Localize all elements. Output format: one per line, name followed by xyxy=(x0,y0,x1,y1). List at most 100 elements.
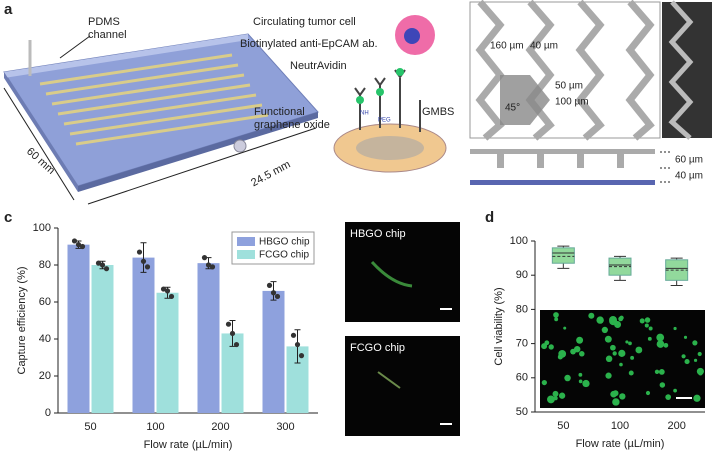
panel-label: a xyxy=(4,1,13,18)
cell xyxy=(645,390,651,396)
error-bar xyxy=(140,242,147,273)
bar xyxy=(156,292,179,413)
annotation: GMBS xyxy=(422,106,454,118)
x-tick-label: 200 xyxy=(211,421,229,433)
data-point xyxy=(136,249,143,255)
cell xyxy=(605,355,613,363)
data-point xyxy=(75,242,82,248)
cell xyxy=(558,392,566,399)
data-point xyxy=(164,288,171,294)
cell xyxy=(665,394,672,401)
data-point xyxy=(95,260,102,266)
cell xyxy=(609,316,617,324)
panel-label: c xyxy=(4,209,12,226)
y-tick-label: 60 xyxy=(39,296,51,308)
chip-illustration xyxy=(3,15,447,205)
cell xyxy=(647,336,652,341)
whisker xyxy=(614,275,626,281)
annotation: NeutrAvidin xyxy=(290,60,347,72)
dimension: 60 µm xyxy=(675,155,703,166)
cell xyxy=(554,317,559,322)
cell xyxy=(635,346,643,354)
cell xyxy=(553,396,558,401)
x-tick-label: 100 xyxy=(146,421,164,433)
dimension: 40 µm xyxy=(530,41,558,52)
x-tick-label: 50 xyxy=(84,421,96,433)
cell xyxy=(612,398,620,406)
data-point xyxy=(225,321,232,327)
x-tick-label: 300 xyxy=(276,421,294,433)
cell xyxy=(578,372,583,377)
data-point xyxy=(160,286,167,292)
y-tick-label: 0 xyxy=(45,407,51,419)
data-point xyxy=(270,290,277,296)
bar xyxy=(286,346,309,413)
annotation: PDMS xyxy=(88,16,120,28)
cell xyxy=(610,344,616,351)
data-point xyxy=(209,264,216,270)
cell xyxy=(552,390,559,397)
cell xyxy=(693,358,698,362)
data-point xyxy=(168,293,175,300)
cell xyxy=(547,395,555,404)
data-point xyxy=(298,353,305,359)
dimension: 100 µm xyxy=(555,97,589,108)
cell xyxy=(619,362,623,367)
cell xyxy=(604,335,612,343)
x-axis-title: Flow rate (µL/min) xyxy=(576,438,665,450)
cell xyxy=(628,370,634,376)
cell xyxy=(588,312,595,319)
cell xyxy=(601,326,608,334)
bar xyxy=(262,290,285,413)
cell xyxy=(610,390,617,398)
data-point xyxy=(99,262,106,268)
cell xyxy=(628,341,632,346)
bar xyxy=(197,263,220,413)
cell xyxy=(619,393,626,400)
cell xyxy=(612,351,617,356)
cell xyxy=(578,379,583,384)
cell xyxy=(693,394,701,402)
panel-label: d xyxy=(485,209,494,226)
data-point xyxy=(71,238,78,244)
data-point xyxy=(294,341,301,348)
cell xyxy=(563,326,567,330)
cell xyxy=(614,321,622,328)
legend-swatch xyxy=(237,237,255,246)
cell xyxy=(573,345,581,353)
cell xyxy=(648,326,653,331)
y-tick-label: 60 xyxy=(516,372,528,384)
y-tick-label: 100 xyxy=(510,235,528,247)
bar xyxy=(221,333,244,413)
cell xyxy=(684,359,690,365)
cell xyxy=(681,354,686,359)
cell xyxy=(683,335,688,339)
y-tick-label: 80 xyxy=(516,303,528,315)
data-point xyxy=(266,282,273,288)
cell xyxy=(656,340,665,348)
y-tick-label: 80 xyxy=(39,259,51,271)
cell xyxy=(605,372,612,379)
cell xyxy=(541,379,547,386)
cell xyxy=(553,312,559,318)
cell xyxy=(639,318,645,324)
y-tick-label: 90 xyxy=(516,269,528,281)
y-tick-label: 50 xyxy=(516,406,528,418)
cell xyxy=(579,351,585,357)
data-point xyxy=(79,243,86,250)
bar xyxy=(132,257,155,413)
dimension: 50 µm xyxy=(555,81,583,92)
image-label: HBGO chip xyxy=(350,228,406,240)
cell xyxy=(673,326,677,331)
data-point xyxy=(229,330,236,337)
x-axis-title: Flow rate (µL/min) xyxy=(144,439,233,451)
dimension: 24.5 mm xyxy=(249,159,292,190)
dimension: 45° xyxy=(505,103,520,114)
legend-swatch xyxy=(237,250,255,259)
x-tick-label: 200 xyxy=(667,420,685,432)
data-point xyxy=(103,266,110,272)
cell xyxy=(656,333,665,342)
cell xyxy=(644,317,651,323)
y-axis-title: Capture efficiency (%) xyxy=(16,266,28,374)
x-tick-label: 100 xyxy=(611,420,629,432)
